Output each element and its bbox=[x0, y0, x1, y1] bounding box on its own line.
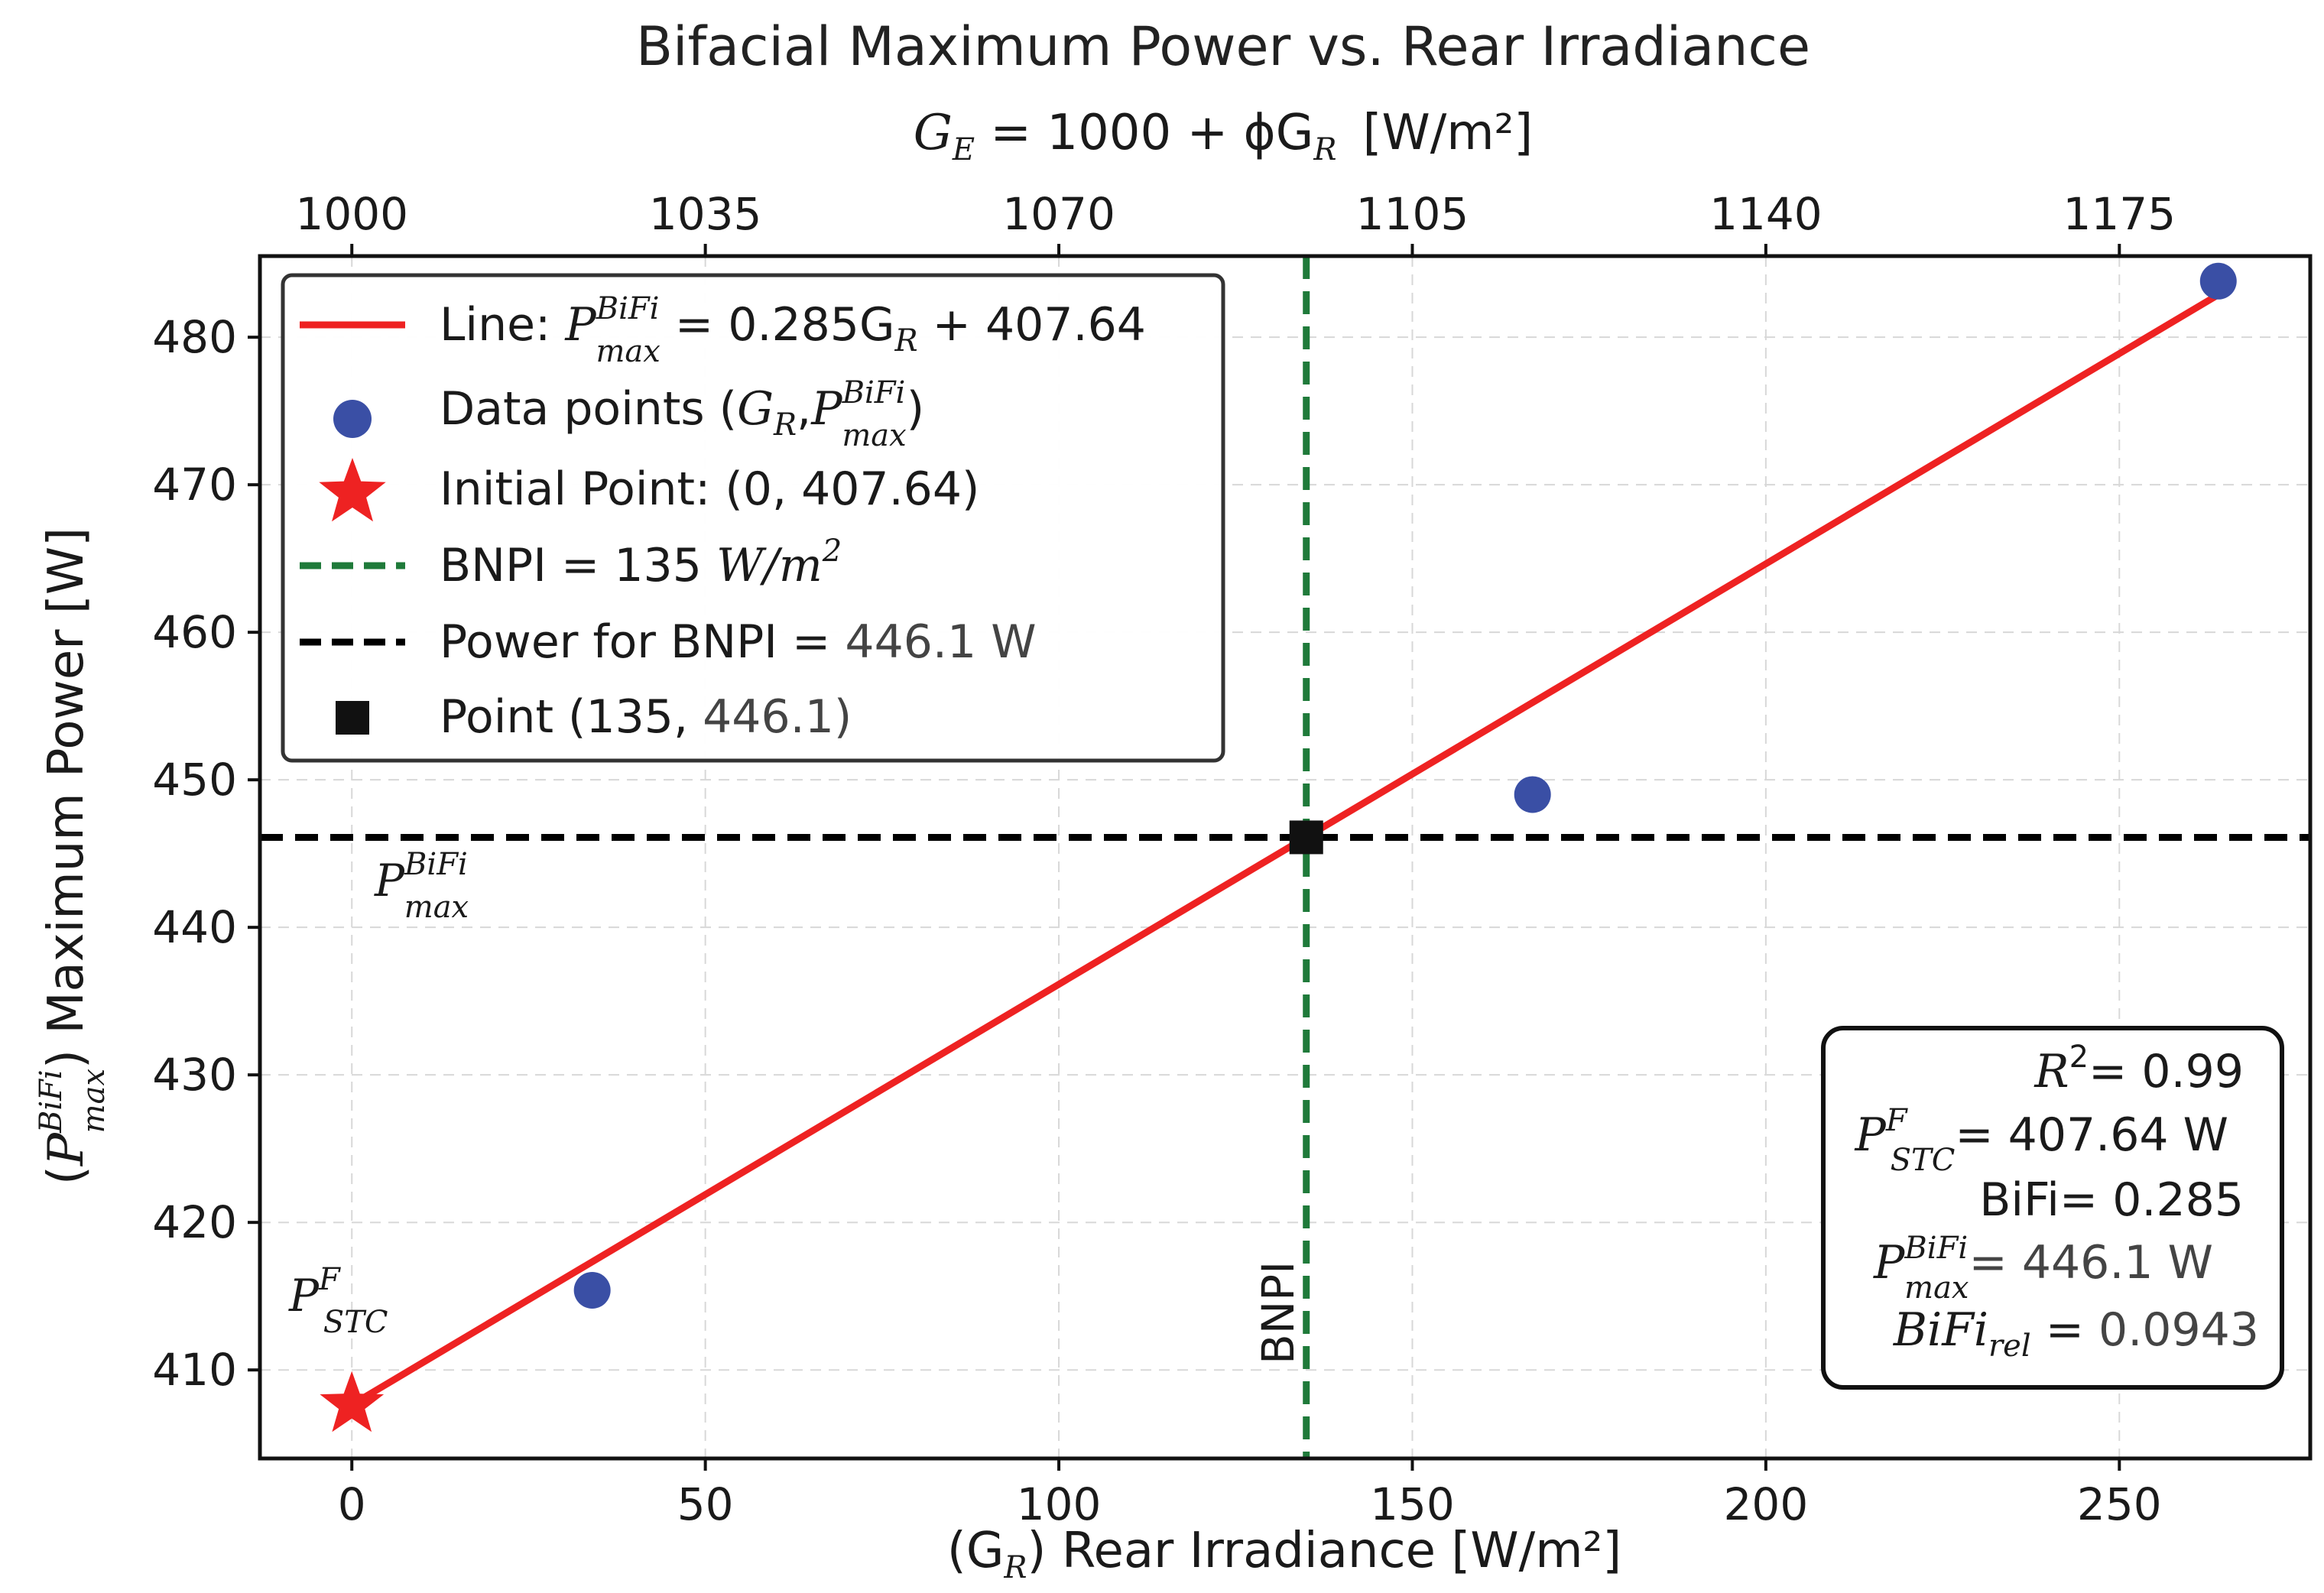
top-tick-label: 1070 bbox=[1002, 188, 1115, 240]
y-tick-label: 460 bbox=[152, 606, 237, 658]
pmax-annotation: PBiFi max bbox=[374, 847, 469, 925]
legend-bnpi-label: BNPI = 135 W/m2 bbox=[440, 534, 842, 592]
y-tick-label: 480 bbox=[152, 311, 237, 363]
legend-power-label: Power for BNPI = 446.1 W bbox=[440, 615, 1037, 669]
x-tick-label: 150 bbox=[1370, 1478, 1455, 1530]
top-tick-label: 1000 bbox=[295, 188, 408, 240]
x-tick-label: 100 bbox=[1017, 1478, 1102, 1530]
x-tick-label: 0 bbox=[338, 1478, 366, 1530]
stats-box-frame bbox=[1821, 1026, 2284, 1390]
y-tick-label: 430 bbox=[152, 1049, 237, 1101]
legend-box bbox=[281, 273, 1225, 763]
bnpi-point-marker bbox=[1289, 820, 1323, 855]
legend-data-swatch bbox=[333, 400, 372, 438]
bnpi-annotation: BNPI bbox=[1252, 1261, 1304, 1364]
stats-pstc: PF STC= 407.64 W bbox=[1854, 1103, 2228, 1178]
top-tick-label: 1105 bbox=[1356, 188, 1469, 240]
plot-frame bbox=[258, 254, 2313, 1461]
legend: Line: PBiFi max = 0.285GR + 407.64 Data p… bbox=[281, 273, 1225, 763]
x-tick-label: 250 bbox=[2077, 1478, 2162, 1530]
data-points bbox=[573, 262, 2237, 1309]
stats-bifirel: BiFirel = 0.0943 bbox=[1893, 1303, 2259, 1364]
legend-initial-swatch bbox=[319, 458, 386, 522]
stats-pmax: PBiFi max= 446.1 W bbox=[1873, 1231, 2213, 1306]
top-tick-label: 1140 bbox=[1709, 188, 1823, 240]
x-tick-label: 50 bbox=[677, 1478, 734, 1530]
legend-initial-label: Initial Point: (0, 407.64) bbox=[440, 462, 979, 516]
y-tick-label: 420 bbox=[152, 1196, 237, 1248]
y-axis-label: (PBiFi max) Maximum Power [W] bbox=[34, 527, 112, 1185]
chart-title: Bifacial Maximum Power vs. Rear Irradian… bbox=[636, 15, 1810, 78]
y-tick-label: 470 bbox=[152, 459, 237, 511]
y-tick-label: 450 bbox=[152, 754, 237, 806]
stats-bifi: BiFi= 0.285 bbox=[1979, 1173, 2244, 1227]
x-axis-label: (GR) Rear Irradiance [W/m²] bbox=[947, 1523, 1621, 1585]
data-point bbox=[1514, 776, 1551, 813]
top-tick-label: 1175 bbox=[2063, 188, 2176, 240]
legend-data-label: Data points (GR,PBiFi max) bbox=[440, 375, 924, 453]
fit-line bbox=[348, 291, 2222, 1409]
top-tick-label: 1035 bbox=[649, 188, 762, 240]
y-tick-label: 440 bbox=[152, 901, 237, 953]
top-axis-label: GE = 1000 + ϕGR [W/m²] bbox=[914, 105, 1534, 167]
stats-r2: R2= 0.99 bbox=[2034, 1040, 2244, 1098]
y-tick-label: 410 bbox=[152, 1344, 237, 1396]
pstc-annotation: PF STC bbox=[288, 1262, 388, 1340]
legend-point-label: Point (135, 446.1) bbox=[440, 690, 852, 744]
x-tick-label: 200 bbox=[1724, 1478, 1809, 1530]
legend-fit-label: Line: PBiFi max = 0.285GR + 407.64 bbox=[440, 291, 1146, 369]
stats-box: R2= 0.99 PF STC= 407.64 W BiFi= 0.285 PBi… bbox=[1821, 1026, 2284, 1390]
legend-point-swatch bbox=[336, 701, 369, 735]
axis-ticks: 0 50 100 150 200 250 410 420 430 440 450 460 470 480 1… bbox=[152, 188, 2176, 1530]
data-point bbox=[573, 1271, 611, 1309]
initial-point-star bbox=[320, 1371, 385, 1432]
data-point bbox=[2199, 262, 2237, 300]
